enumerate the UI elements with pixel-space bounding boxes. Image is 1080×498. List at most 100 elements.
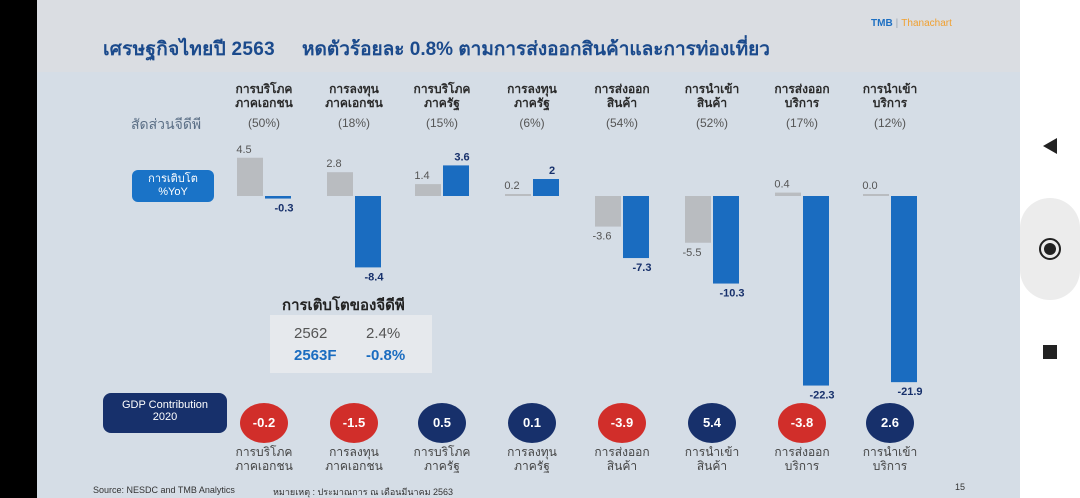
bar-2563: [623, 196, 649, 259]
yoy-growth-badge: การเติบโต %YoY: [132, 170, 214, 202]
gdp-value-2562: 2.4%: [366, 325, 401, 342]
bar-label-2563: -10.3: [719, 288, 744, 300]
bar-2562: [863, 194, 889, 196]
category-header: การลงทุน ภาคเอกชน: [309, 82, 399, 110]
presentation-slide: เศรษฐกิจไทยปี 2563 หดตัวร้อยละ 0.8% ตามก…: [37, 0, 1020, 498]
category-line2: ภาคเอกชน: [235, 96, 293, 110]
gdp-contribution-badge: GDP Contribution 2020: [103, 393, 227, 433]
category-line1: การลงทุน: [329, 82, 379, 96]
contribution-bubble: -3.8: [778, 403, 826, 443]
bar-2563: [443, 165, 469, 196]
contrib-label-line1: GDP Contribution: [121, 399, 208, 411]
category-footer-line1: การลงทุน: [329, 445, 379, 459]
bar-2562: [415, 184, 441, 196]
gdp-growth-box: 2562 2.4% 2563F -0.8%: [270, 315, 432, 373]
category-footer-line1: การส่งออก: [774, 445, 830, 459]
category-footer: การลงทุน ภาคเอกชน: [309, 445, 399, 473]
logo-partner: Thanachart: [901, 18, 952, 29]
contribution-bubble: -0.2: [240, 403, 288, 443]
category-footer: การส่งออก บริการ: [757, 445, 847, 473]
contribution-bubble: 0.1: [508, 403, 556, 443]
category-share: (50%): [247, 116, 280, 130]
category-header: การนำเข้า สินค้า: [667, 82, 757, 110]
category-footer-line1: การนำเข้า: [862, 445, 918, 459]
yoy-label-line1: การเติบโต: [148, 173, 198, 185]
bar-label-2563: -0.3: [275, 203, 294, 215]
contribution-bubble: -1.5: [330, 403, 378, 443]
contribution-bubble: 2.6: [866, 403, 914, 443]
bar-2562: [775, 192, 801, 196]
category-share: (52%): [695, 116, 728, 130]
gdp-value-2563f: -0.8%: [366, 347, 406, 364]
category-header: การบริโภค ภาครัฐ: [397, 82, 487, 110]
category-footer: การบริโภค ภาคเอกชน: [219, 445, 309, 473]
category-footer-line2: ภาครัฐ: [514, 459, 550, 473]
page-number: 15: [955, 482, 966, 492]
bar-2563: [355, 196, 381, 268]
category-footer: การนำเข้า สินค้า: [667, 445, 757, 473]
back-triangle-icon[interactable]: [1038, 134, 1062, 158]
category-footer: การนำเข้า บริการ: [845, 445, 935, 473]
bar-label-2562: 2.8: [326, 158, 341, 170]
bar-label-2562: 0.4: [774, 179, 789, 191]
category-footer-line2: สินค้า: [696, 459, 728, 473]
gdp-year-2563f: 2563F: [294, 347, 337, 364]
category-line2: สินค้า: [696, 96, 728, 110]
home-circle-icon[interactable]: [1038, 237, 1062, 261]
category-footer-line1: การลงทุน: [507, 445, 557, 459]
category-footer-line2: สินค้า: [606, 459, 638, 473]
category-footer-line2: ภาครัฐ: [424, 459, 460, 473]
bar-label-2563: -7.3: [633, 262, 652, 274]
contribution-bubble: 0.5: [418, 403, 466, 443]
category-line2: บริการ: [784, 96, 820, 110]
contribution-bubble: 5.4: [688, 403, 736, 443]
slide-title: เศรษฐกิจไทยปี 2563: [103, 39, 276, 60]
category-line1: การนำเข้า: [684, 82, 740, 96]
tmb-thanachart-logo: TMB | Thanachart: [871, 18, 952, 29]
category-footer-line1: การส่งออก: [594, 445, 650, 459]
category-share: (12%): [873, 116, 906, 130]
gdp-share-label: สัดส่วนจีดีพี: [131, 116, 202, 132]
category-line2: ภาครัฐ: [514, 96, 550, 110]
bar-label-2562: 0.2: [504, 180, 519, 192]
android-nav-bar: [1020, 0, 1080, 498]
gdp-year-2562: 2562: [294, 325, 328, 342]
category-footer-line1: การนำเข้า: [684, 445, 740, 459]
category-footer-line1: การบริโภค: [235, 445, 293, 459]
category-share: (18%): [337, 116, 370, 130]
bar-label-2563: 3.6: [454, 151, 469, 163]
bar-2563: [533, 179, 559, 196]
category-footer-line2: ภาคเอกชน: [235, 459, 293, 473]
category-header: การนำเข้า บริการ: [845, 82, 935, 110]
category-footer: การส่งออก สินค้า: [577, 445, 667, 473]
bar-2562: [685, 196, 711, 243]
bar-2562: [505, 194, 531, 196]
gdp-growth-title: การเติบโตของจีดีพี: [282, 297, 405, 314]
category-share: (54%): [605, 116, 638, 130]
category-footer-line2: บริการ: [872, 459, 908, 473]
source-note: Source: NESDC and TMB Analytics: [93, 485, 235, 495]
bar-2562: [595, 196, 621, 227]
category-line1: การบริโภค: [235, 82, 293, 96]
recent-square-icon[interactable]: [1038, 340, 1062, 364]
category-footer-line1: การบริโภค: [413, 445, 471, 459]
category-footer: การบริโภค ภาครัฐ: [397, 445, 487, 473]
bar-label-2562: -3.6: [593, 231, 612, 243]
category-line1: การบริโภค: [413, 82, 471, 96]
bar-2563: [265, 196, 291, 199]
category-header: การส่งออก บริการ: [757, 82, 847, 110]
bar-label-2563: -8.4: [365, 271, 385, 283]
slide-subtitle: หดตัวร้อยละ 0.8% ตามการส่งออกสินค้าและกา…: [302, 39, 770, 60]
category-footer: การลงทุน ภาครัฐ: [487, 445, 577, 473]
category-line1: การส่งออก: [774, 82, 830, 96]
slide-header: [37, 0, 1020, 72]
category-footer-line2: ภาคเอกชน: [325, 459, 383, 473]
bar-2563: [891, 196, 917, 383]
category-footer-line2: บริการ: [784, 459, 820, 473]
bar-label-2562: -5.5: [683, 247, 702, 259]
category-line1: การลงทุน: [507, 82, 557, 96]
bar-label-2563: -22.3: [809, 390, 834, 402]
bar-label-2563: 2: [549, 165, 555, 177]
footnote: หมายเหตุ : ประมาณการ ณ เดือนมีนาคม 2563: [273, 487, 454, 497]
